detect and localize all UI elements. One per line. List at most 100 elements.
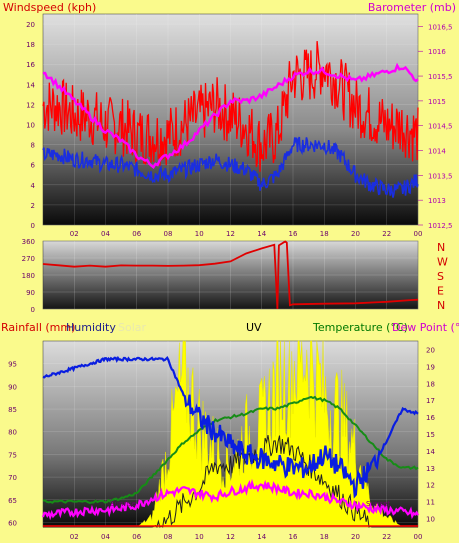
barometer-y-tick: 1014,5 bbox=[428, 123, 453, 131]
direction-y-tick: 180 bbox=[22, 272, 35, 280]
barometer-y-tick: 1016,5 bbox=[428, 23, 453, 31]
direction-plot-area bbox=[42, 240, 419, 310]
wind-series bbox=[42, 41, 419, 198]
wind-y-tick: 8 bbox=[31, 142, 35, 150]
temperature-y-ticks: 10 11 12 13 14 15 16 17 18 19 20 bbox=[426, 346, 435, 523]
temperature-x-tick: 08 bbox=[164, 533, 173, 541]
wind-x-tick: 10 bbox=[195, 230, 204, 238]
temperature-x-tick: 14 bbox=[257, 533, 266, 541]
direction-y-tick: 90 bbox=[26, 289, 35, 297]
temperature-y-tick: 18 bbox=[426, 380, 435, 388]
temperature-x-tick: 22 bbox=[382, 533, 391, 541]
barometer-y-tick: 1013 bbox=[428, 197, 446, 205]
sunset-label: Sunset bbox=[366, 500, 390, 508]
wind-x-tick: 00 bbox=[414, 230, 423, 238]
temperature-series bbox=[41, 340, 419, 529]
barometer-y-tick: 1013,5 bbox=[428, 172, 453, 180]
wind-x-tick: 22 bbox=[382, 230, 391, 238]
wind-y-tick: 4 bbox=[31, 182, 36, 190]
uv-line bbox=[43, 435, 418, 529]
direction-series bbox=[42, 240, 419, 310]
wind-y-tick: 20 bbox=[26, 21, 35, 29]
temperature-y-tick: 14 bbox=[426, 448, 435, 456]
temperature-x-tick: 10 bbox=[195, 533, 204, 541]
dewpoint-line bbox=[41, 478, 419, 521]
wind-y-ticks: 0 2 4 6 8 10 12 14 16 18 20 bbox=[26, 21, 35, 230]
temperature-y-tick: 19 bbox=[426, 363, 435, 371]
direction-grid bbox=[43, 240, 419, 310]
temperature-line bbox=[42, 395, 419, 504]
sunrise-label: Sunrise bbox=[110, 500, 136, 508]
compass-label: W bbox=[437, 256, 448, 269]
humidity-y-tick: 75 bbox=[8, 451, 17, 459]
direction-y-ticks: 0 90 180 270 360 bbox=[22, 238, 35, 314]
humidity-y-tick: 90 bbox=[8, 383, 17, 391]
wind-x-tick: 14 bbox=[257, 230, 266, 238]
wind-y-tick: 14 bbox=[26, 81, 35, 89]
barometer-y-tick: 1016 bbox=[428, 48, 446, 56]
wind-x-tick: 20 bbox=[351, 230, 360, 238]
wind-y-tick: 2 bbox=[31, 202, 35, 210]
temperature-y-tick: 17 bbox=[426, 397, 435, 405]
humidity-y-tick: 70 bbox=[8, 474, 17, 482]
wind-direction-line bbox=[42, 240, 419, 310]
temperature-label: Temperature (°C) bbox=[312, 321, 408, 334]
barometer-y-tick: 1012,5 bbox=[428, 222, 453, 230]
barometer-line bbox=[42, 62, 419, 169]
wind-x-tick: 08 bbox=[164, 230, 173, 238]
temperature-x-tick: 02 bbox=[70, 533, 79, 541]
temperature-x-ticks: 02 04 06 08 10 12 14 16 18 20 22 00 bbox=[70, 533, 423, 541]
temperature-y-tick: 20 bbox=[426, 346, 435, 354]
temperature-y-tick: 10 bbox=[426, 516, 435, 524]
humidity-y-ticks: 60 65 70 75 80 85 90 95 bbox=[8, 361, 17, 528]
barometer-y-tick: 1014 bbox=[428, 148, 446, 156]
wind-x-ticks: 02 04 06 08 10 12 14 16 18 20 22 00 bbox=[70, 230, 423, 238]
temperature-y-tick: 15 bbox=[426, 431, 435, 439]
barometer-y-ticks: 1012,5 1013 1013,5 1014 1014,5 1015 1015,5 1016… bbox=[418, 23, 453, 230]
temperature-y-tick: 16 bbox=[426, 414, 435, 422]
wind-x-tick: 04 bbox=[101, 230, 110, 238]
temperature-y-tick: 12 bbox=[426, 482, 435, 490]
humidity-y-tick: 95 bbox=[8, 361, 17, 369]
compass-label: S bbox=[437, 270, 444, 283]
humidity-label: Humidity bbox=[66, 321, 116, 334]
temperature-y-tick: 13 bbox=[426, 465, 435, 473]
wind-y-tick: 0 bbox=[31, 222, 35, 230]
humidity-y-tick: 65 bbox=[8, 497, 17, 505]
temperature-x-tick: 16 bbox=[289, 533, 298, 541]
humidity-y-tick: 80 bbox=[8, 429, 17, 437]
dewpoint-label: Dew Point (°C) bbox=[392, 321, 459, 334]
wind-x-tick: 16 bbox=[289, 230, 298, 238]
wind-y-tick: 18 bbox=[26, 41, 35, 49]
temperature-x-tick: 04 bbox=[101, 533, 110, 541]
compass-label: N bbox=[437, 241, 445, 254]
wind-average-line bbox=[42, 136, 419, 198]
rainfall-label: Rainfall (mm) bbox=[1, 321, 75, 334]
direction-y-tick: 360 bbox=[22, 238, 35, 246]
uv-label: UV bbox=[246, 321, 262, 334]
temperature-x-tick: 18 bbox=[320, 533, 329, 541]
direction-y-tick: 270 bbox=[22, 255, 35, 263]
temperature-x-tick: 00 bbox=[414, 533, 423, 541]
windspeed-line bbox=[42, 41, 419, 172]
barometer-label: Barometer (mb) bbox=[368, 1, 456, 14]
wind-x-tick: 02 bbox=[70, 230, 79, 238]
direction-y-tick: 0 bbox=[31, 306, 35, 314]
solar-label: Solar bbox=[118, 321, 147, 334]
temperature-grid bbox=[43, 341, 419, 527]
temperature-x-tick: 12 bbox=[226, 533, 235, 541]
humidity-line bbox=[42, 355, 419, 499]
temperature-x-tick: 06 bbox=[132, 533, 141, 541]
barometer-y-tick: 1015 bbox=[428, 98, 446, 106]
wind-x-tick: 18 bbox=[320, 230, 329, 238]
wind-y-tick: 6 bbox=[31, 162, 36, 170]
wind-y-tick: 12 bbox=[26, 101, 35, 109]
compass-label: N bbox=[437, 299, 445, 312]
wind-y-tick: 10 bbox=[26, 122, 35, 130]
wind-x-tick: 06 bbox=[132, 230, 141, 238]
humidity-y-tick: 60 bbox=[8, 519, 17, 527]
humidity-y-tick: 85 bbox=[8, 406, 17, 414]
wind-y-tick: 16 bbox=[26, 61, 35, 69]
